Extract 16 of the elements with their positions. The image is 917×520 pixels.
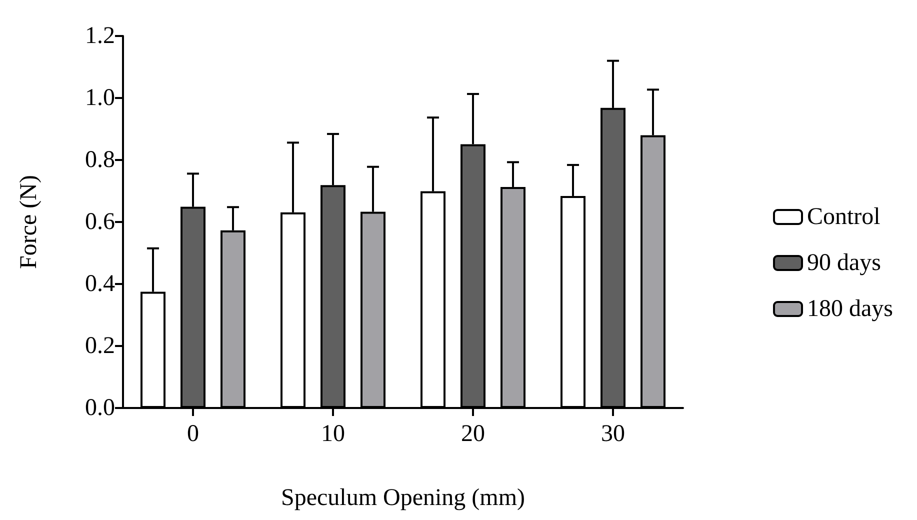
x-tick-label: 20	[461, 421, 485, 447]
x-tick-label: 10	[321, 421, 345, 447]
y-tick-label: 0.8	[85, 147, 115, 173]
y-tick-label: 0.2	[85, 333, 115, 359]
x-tick-label: 0	[187, 421, 199, 447]
legend-label: 180 days	[807, 296, 894, 322]
y-tick-label: 1.2	[85, 23, 115, 49]
x-tick-label: 30	[601, 421, 625, 447]
legend-label: 90 days	[807, 250, 882, 276]
y-tick-label: 1.0	[85, 85, 115, 111]
legend-label: Control	[807, 204, 881, 230]
y-tick-label: 0.4	[85, 271, 115, 297]
x-axis-title: Speculum Opening (mm)	[281, 485, 525, 511]
y-tick-label: 0.0	[85, 395, 115, 421]
y-tick-label: 0.6	[85, 209, 115, 235]
y-axis-title: Force (N)	[16, 175, 42, 269]
